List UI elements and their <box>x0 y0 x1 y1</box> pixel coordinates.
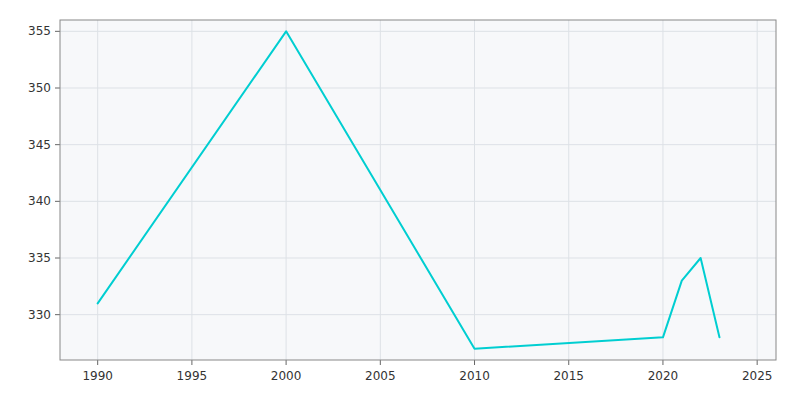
y-tick-label: 355 <box>28 24 51 38</box>
y-tick <box>55 88 60 89</box>
y-tick <box>55 258 60 259</box>
y-tick <box>55 314 60 315</box>
x-tick <box>286 360 287 365</box>
y-grid-line <box>60 144 776 145</box>
x-grid-line <box>191 20 192 360</box>
x-grid-line <box>474 20 475 360</box>
y-grid-line <box>60 88 776 89</box>
x-tick-label: 2000 <box>271 369 302 383</box>
x-tick-label: 2025 <box>742 369 773 383</box>
x-tick-label: 2015 <box>553 369 584 383</box>
plot-frame <box>60 20 776 360</box>
y-tick <box>55 31 60 32</box>
plot-area <box>60 20 776 360</box>
y-tick <box>55 144 60 145</box>
chart: 1990 1995 2000 2005 2010 2015 2020 2025 330 335 34… <box>0 0 800 400</box>
x-tick <box>474 360 475 365</box>
y-grid-line <box>60 314 776 315</box>
x-tick <box>662 360 663 365</box>
x-tick-label: 1990 <box>82 369 113 383</box>
y-tick-label: 350 <box>28 81 51 95</box>
series-group <box>98 31 720 348</box>
x-tick-label: 1995 <box>177 369 208 383</box>
x-tick-label: 2020 <box>648 369 679 383</box>
x-grid-line <box>97 20 98 360</box>
x-grid-line <box>662 20 663 360</box>
x-tick <box>757 360 758 365</box>
axes: 1990 1995 2000 2005 2010 2015 2020 2025 330 335 34… <box>28 24 772 383</box>
x-tick <box>380 360 381 365</box>
x-tick-label: 2010 <box>459 369 490 383</box>
x-grid-line <box>757 20 758 360</box>
x-tick-label: 2005 <box>365 369 396 383</box>
line <box>98 31 720 348</box>
x-grid-line <box>286 20 287 360</box>
y-tick <box>55 201 60 202</box>
y-tick-label: 345 <box>28 138 51 152</box>
y-tick-label: 335 <box>28 251 51 265</box>
y-tick-label: 330 <box>28 308 51 322</box>
grid <box>60 20 776 360</box>
x-grid-line <box>568 20 569 360</box>
y-grid-line <box>60 31 776 32</box>
x-tick <box>568 360 569 365</box>
y-tick-label: 340 <box>28 194 51 208</box>
x-tick <box>97 360 98 365</box>
x-tick <box>191 360 192 365</box>
y-grid-line <box>60 258 776 259</box>
